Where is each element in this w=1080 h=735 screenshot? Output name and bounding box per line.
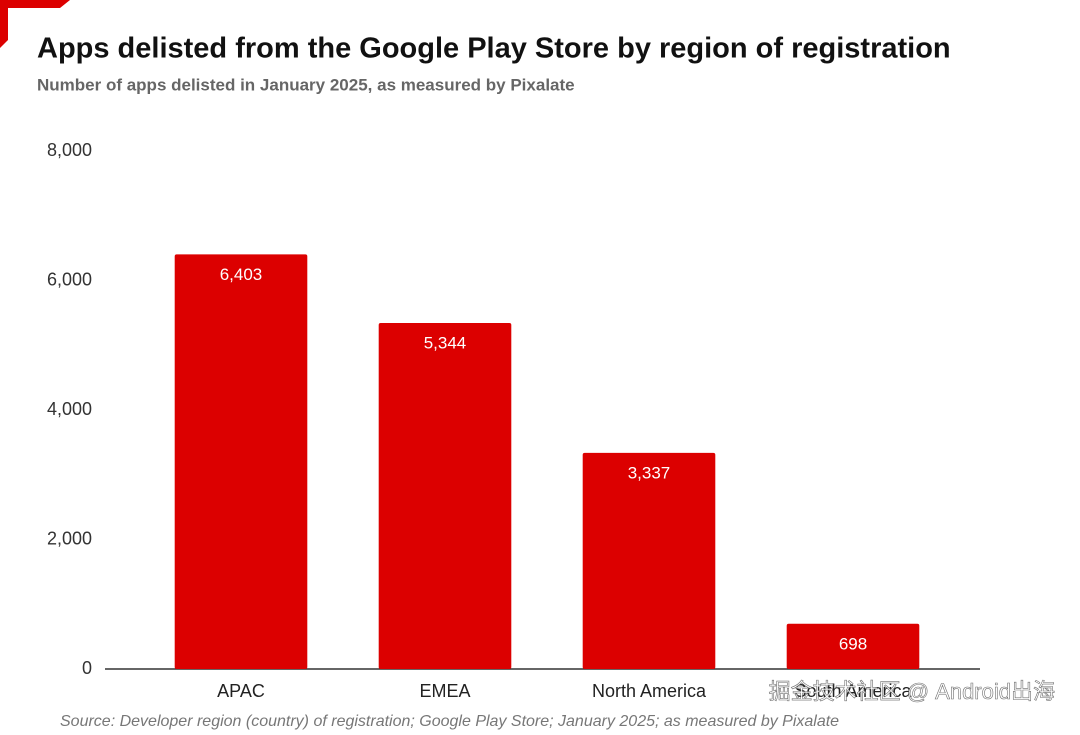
bar [582, 452, 716, 669]
x-tick-label: EMEA [419, 681, 470, 701]
y-tick-label: 4,000 [47, 399, 92, 419]
y-tick-label: 6,000 [47, 269, 92, 289]
y-tick-label: 0 [82, 658, 92, 678]
value-label: 5,344 [424, 333, 467, 352]
chart-title: Apps delisted from the Google Play Store… [37, 33, 951, 65]
value-label: 6,403 [220, 265, 263, 284]
bar [378, 322, 512, 669]
value-label: 698 [839, 634, 867, 653]
corner-decoration [0, 0, 70, 48]
watermark: 掘金技术社区 @ Android出海 [769, 679, 1055, 704]
bar [786, 623, 920, 669]
bar [174, 254, 308, 669]
y-tick-label: 2,000 [47, 528, 92, 548]
source-note: Source: Developer region (country) of re… [60, 713, 839, 730]
value-label: 3,337 [628, 463, 671, 482]
y-tick-label: 8,000 [47, 140, 92, 160]
x-tick-label: South America [794, 681, 912, 701]
x-tick-label: APAC [217, 681, 265, 701]
x-tick-label: North America [592, 681, 707, 701]
chart-subtitle: Number of apps delisted in January 2025,… [37, 75, 575, 94]
